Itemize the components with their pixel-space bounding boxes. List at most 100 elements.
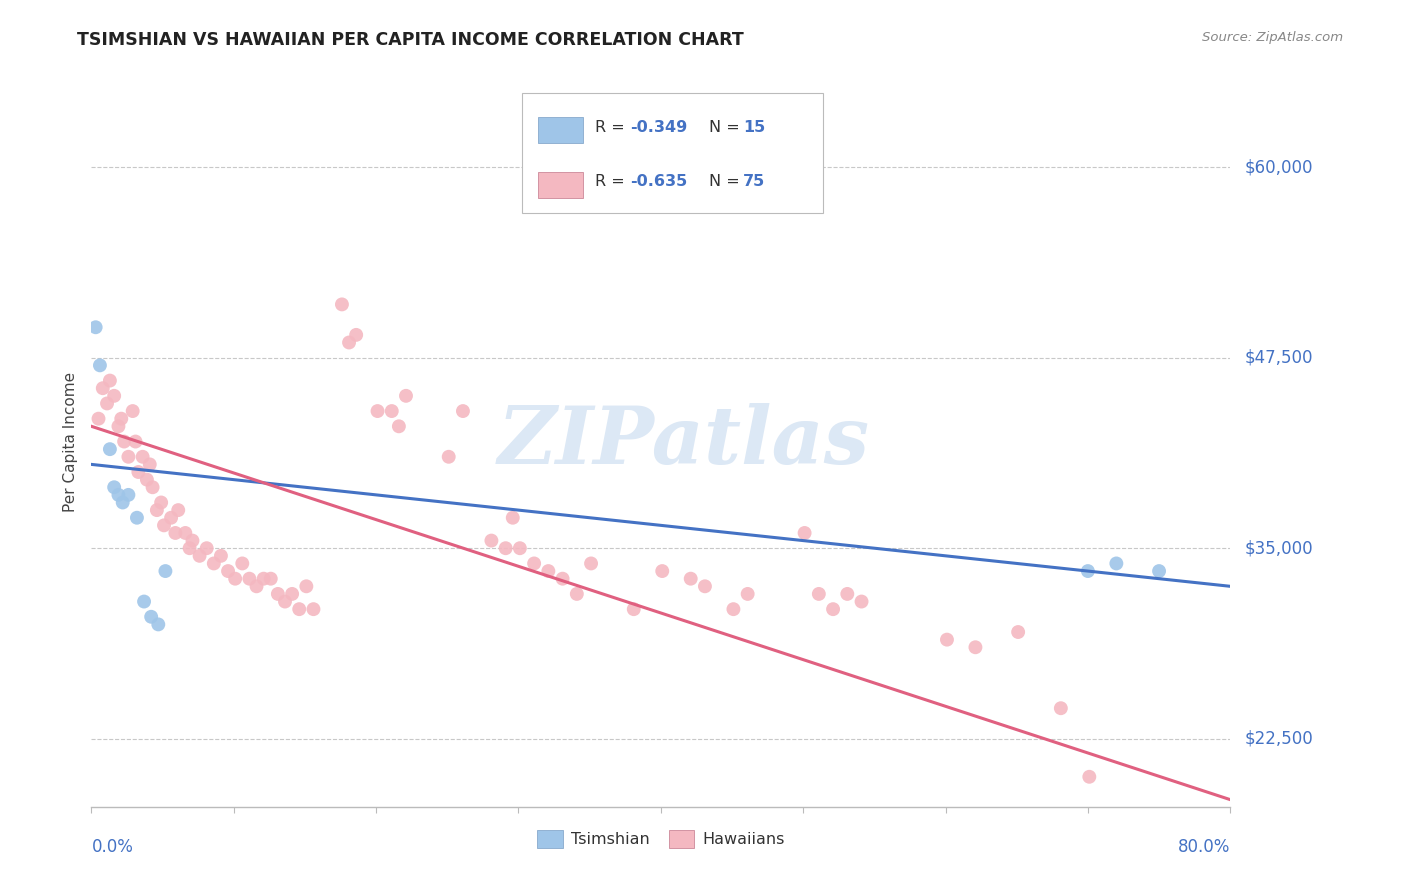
Text: $60,000: $60,000	[1244, 158, 1313, 177]
Point	[679, 572, 702, 586]
Point	[1077, 564, 1099, 578]
Point	[150, 495, 173, 509]
Point	[1050, 701, 1073, 715]
Point	[146, 503, 169, 517]
Point	[437, 450, 460, 464]
Point	[1147, 564, 1170, 578]
Point	[131, 450, 153, 464]
Text: R =: R =	[595, 120, 630, 135]
Point	[481, 533, 503, 548]
Point	[936, 632, 959, 647]
Point	[267, 587, 290, 601]
Point	[1078, 770, 1101, 784]
Text: TSIMSHIAN VS HAWAIIAN PER CAPITA INCOME CORRELATION CHART: TSIMSHIAN VS HAWAIIAN PER CAPITA INCOME …	[77, 31, 744, 49]
Point	[260, 572, 283, 586]
Point	[167, 503, 190, 517]
Point	[188, 549, 211, 563]
Point	[565, 587, 588, 601]
Point	[160, 510, 183, 524]
Point	[125, 510, 148, 524]
Point	[174, 526, 197, 541]
Point	[195, 541, 218, 556]
Point	[89, 359, 111, 373]
Point	[330, 297, 353, 311]
Point	[98, 442, 121, 457]
Point	[793, 526, 815, 541]
Point	[91, 381, 114, 395]
Text: -0.635: -0.635	[630, 174, 688, 189]
Text: 15: 15	[742, 120, 765, 135]
Point	[209, 549, 232, 563]
FancyBboxPatch shape	[522, 93, 823, 212]
Point	[124, 434, 146, 449]
Legend: Tsimshian, Hawaiians: Tsimshian, Hawaiians	[530, 824, 792, 855]
Text: N =: N =	[709, 120, 745, 135]
Point	[121, 404, 143, 418]
FancyBboxPatch shape	[538, 171, 583, 198]
Point	[537, 564, 560, 578]
Point	[238, 572, 260, 586]
Point	[337, 335, 360, 350]
Text: 75: 75	[742, 174, 765, 189]
Text: Source: ZipAtlas.com: Source: ZipAtlas.com	[1202, 31, 1343, 45]
Point	[288, 602, 311, 616]
Point	[96, 396, 118, 410]
Point	[253, 572, 276, 586]
Point	[693, 579, 716, 593]
Point	[281, 587, 304, 601]
Point	[1105, 557, 1128, 571]
Point	[179, 541, 201, 556]
Point	[84, 320, 107, 334]
Point	[381, 404, 404, 418]
Text: $22,500: $22,500	[1244, 730, 1313, 747]
Point	[139, 458, 162, 472]
Text: ZIPatlas: ZIPatlas	[498, 403, 870, 480]
Point	[395, 389, 418, 403]
Text: -0.349: -0.349	[630, 120, 688, 135]
Point	[127, 465, 149, 479]
Point	[579, 557, 602, 571]
Point	[141, 609, 163, 624]
Point	[117, 450, 139, 464]
Point	[623, 602, 645, 616]
Text: $35,000: $35,000	[1244, 539, 1313, 558]
Point	[153, 518, 176, 533]
Point	[723, 602, 745, 616]
Text: 0.0%: 0.0%	[91, 838, 134, 855]
Point	[103, 480, 125, 494]
Point	[202, 557, 225, 571]
Point	[837, 587, 859, 601]
Point	[103, 389, 125, 403]
Point	[107, 488, 129, 502]
Point	[274, 594, 297, 608]
Point	[87, 411, 110, 425]
Point	[495, 541, 517, 556]
Point	[117, 488, 139, 502]
Point	[155, 564, 177, 578]
Point	[112, 434, 135, 449]
Point	[367, 404, 389, 418]
Text: $47,500: $47,500	[1244, 349, 1313, 367]
Point	[737, 587, 759, 601]
Point	[302, 602, 325, 616]
Point	[344, 327, 367, 342]
Text: 80.0%: 80.0%	[1178, 838, 1230, 855]
FancyBboxPatch shape	[538, 117, 583, 143]
Point	[807, 587, 830, 601]
Point	[295, 579, 318, 593]
Point	[98, 374, 121, 388]
Point	[142, 480, 165, 494]
Point	[231, 557, 253, 571]
Point	[509, 541, 531, 556]
Point	[217, 564, 239, 578]
Point	[651, 564, 673, 578]
Point	[245, 579, 267, 593]
Point	[851, 594, 873, 608]
Point	[551, 572, 574, 586]
Point	[823, 602, 845, 616]
Point	[965, 640, 987, 655]
Point	[523, 557, 546, 571]
Point	[132, 594, 155, 608]
Y-axis label: Per Capita Income: Per Capita Income	[63, 371, 79, 512]
Text: N =: N =	[709, 174, 745, 189]
